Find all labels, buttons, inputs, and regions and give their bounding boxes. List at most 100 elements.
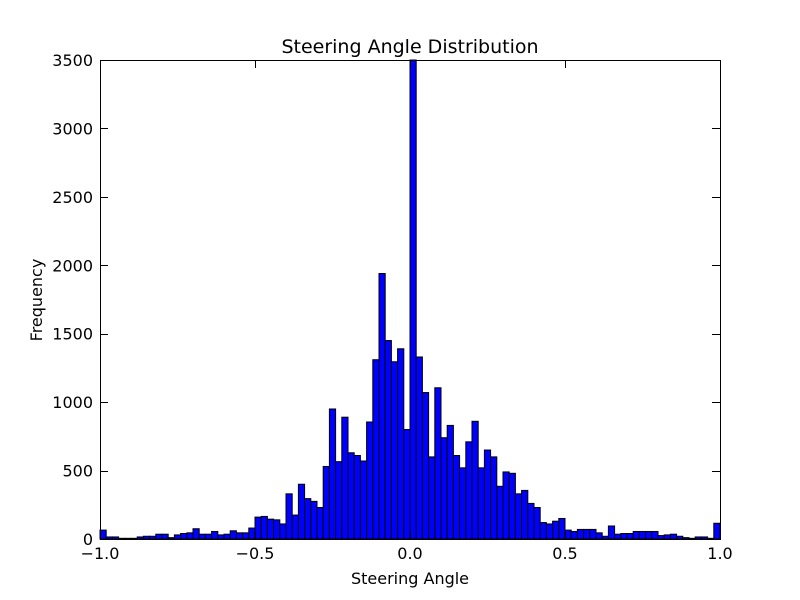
histogram-bar	[403, 429, 411, 540]
x-ticks-group: −1.0 −0.5 0.0 0.5 1.0	[81, 60, 733, 563]
histogram-bar	[335, 461, 343, 540]
histogram-bar	[161, 533, 169, 540]
histogram-bar	[285, 493, 293, 540]
x-tick-label: −1.0	[81, 544, 120, 563]
histogram-bar	[539, 522, 547, 540]
histogram-bar	[595, 532, 603, 540]
histogram-bar	[428, 456, 436, 540]
histogram-bar	[198, 533, 206, 540]
histogram-bar	[545, 523, 554, 540]
histogram-bar	[676, 535, 684, 540]
histogram-bar	[297, 483, 306, 540]
y-tick-label: 3500	[52, 51, 93, 70]
x-tick-label: 1.0	[707, 544, 732, 563]
histogram-bar	[645, 530, 653, 540]
histogram-bar	[142, 535, 151, 540]
histogram-bar	[434, 387, 442, 540]
y-tick-label: 1500	[52, 325, 93, 344]
histogram-bar	[533, 507, 541, 540]
histogram-bar	[235, 532, 244, 540]
histogram-bar	[136, 536, 144, 540]
histogram-bar	[229, 530, 237, 540]
histogram-bar	[452, 455, 461, 540]
x-tick-label: −0.5	[236, 544, 275, 563]
histogram-bar	[415, 356, 423, 540]
bars-group	[99, 59, 721, 540]
histogram-bar	[192, 528, 200, 540]
y-tick-label: 3000	[52, 119, 93, 138]
histogram-bar	[483, 449, 492, 540]
histogram-bar	[589, 528, 597, 540]
histogram-bar	[322, 465, 330, 540]
histogram-bar	[223, 533, 231, 540]
histogram-bar	[496, 485, 504, 540]
histogram-bar	[514, 493, 523, 540]
histogram-bar	[124, 537, 132, 540]
histogram-bar	[651, 530, 659, 540]
histogram-bar	[459, 467, 467, 540]
histogram-bar	[490, 456, 498, 540]
histogram-bar	[440, 437, 448, 540]
histogram-bar	[260, 515, 268, 540]
y-ticks-group: 0 500 1000 1500 2000 2500 3000 3500	[52, 51, 720, 549]
histogram-bar	[118, 537, 126, 540]
histogram-bar	[477, 467, 485, 540]
histogram-bar	[211, 530, 219, 540]
histogram-bar	[328, 408, 337, 540]
histogram-bar	[421, 392, 430, 540]
histogram-bar	[713, 522, 721, 540]
histogram-bar	[359, 460, 368, 540]
histogram-bar	[465, 441, 473, 540]
histogram-bar	[390, 361, 399, 540]
y-tick-label: 0	[83, 530, 93, 549]
histogram-bar	[384, 340, 392, 540]
histogram-bar	[248, 527, 256, 540]
y-tick-label: 2000	[52, 256, 93, 275]
x-axis-label: Steering Angle	[351, 569, 469, 588]
histogram-bar	[111, 536, 120, 540]
histogram-bar	[366, 421, 374, 540]
histogram-bar	[186, 532, 194, 540]
histogram-bar	[570, 530, 578, 540]
histogram-bar	[694, 536, 702, 540]
histogram-bar	[409, 59, 417, 540]
histogram-bar	[682, 537, 690, 540]
histogram-bar	[155, 533, 163, 540]
histogram-bar	[657, 535, 665, 540]
histogram-bar	[707, 537, 715, 540]
histogram-bar	[149, 535, 157, 540]
histogram-bar	[347, 452, 355, 540]
histogram-bar	[372, 359, 380, 540]
histogram-bar	[688, 537, 696, 540]
histogram-bar	[620, 533, 628, 540]
histogram-bar	[700, 536, 709, 540]
y-tick-label: 2500	[52, 188, 93, 207]
histogram-bar	[130, 537, 138, 540]
histogram-bar	[105, 536, 113, 540]
histogram-bar	[502, 471, 510, 540]
histogram-bar	[558, 517, 566, 540]
histogram-bar	[279, 523, 287, 540]
histogram-bar	[378, 272, 386, 540]
histogram-bar	[273, 519, 281, 540]
histogram-bar	[242, 532, 250, 540]
histogram-bar	[471, 420, 479, 540]
histogram-bar	[291, 514, 299, 540]
histogram-bar	[663, 534, 671, 540]
histogram-bar	[167, 537, 175, 540]
histogram-bar	[614, 533, 622, 540]
histogram-bar	[217, 534, 225, 540]
histogram-bar	[552, 520, 560, 540]
histogram-bar	[304, 498, 312, 540]
histogram-bar	[669, 533, 678, 540]
x-tick-label: 0.0	[397, 544, 422, 563]
histogram-bar	[397, 348, 405, 540]
histogram-bar	[632, 530, 640, 540]
histogram-bar	[601, 535, 609, 540]
histogram-bar	[508, 472, 516, 540]
histogram-bar	[527, 502, 535, 540]
histogram-bar	[266, 518, 275, 540]
histogram-bar	[626, 533, 634, 540]
histogram-bar	[173, 534, 182, 540]
